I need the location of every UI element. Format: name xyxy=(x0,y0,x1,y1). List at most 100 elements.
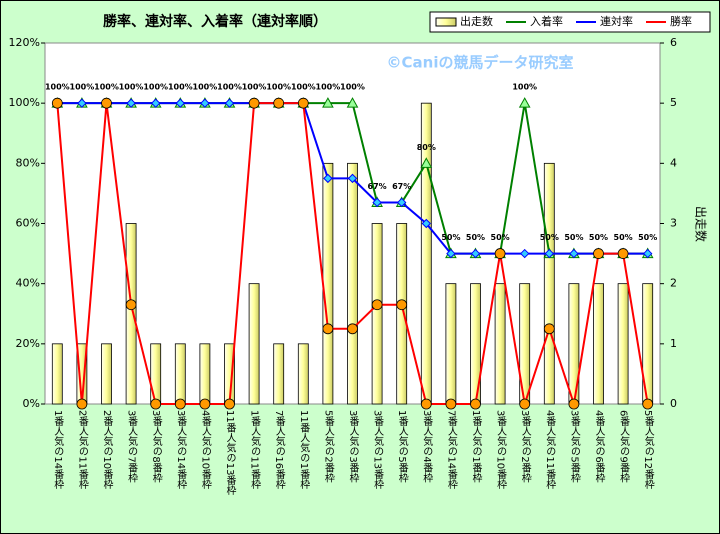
bar xyxy=(445,283,457,405)
legend-box xyxy=(429,11,711,33)
point xyxy=(76,398,88,410)
point xyxy=(421,218,432,229)
x-tick-label: 3番人気の10番枠 xyxy=(495,410,507,490)
bar xyxy=(174,343,186,405)
y-tick-label: 80% xyxy=(16,156,40,169)
x-tick-label: 3番人気の14番枠 xyxy=(175,410,187,490)
y-tick-label: 120% xyxy=(9,36,40,49)
point xyxy=(518,97,531,108)
legend-label: 出走数 xyxy=(460,14,493,28)
x-tick-label: 5番人気の2番枠 xyxy=(322,410,334,484)
point xyxy=(322,97,334,108)
bar xyxy=(248,283,260,405)
y2-tick-label: 6 xyxy=(670,36,677,49)
data-label: 67% xyxy=(368,182,387,191)
point xyxy=(519,248,530,259)
bar xyxy=(396,223,408,405)
data-label: 50% xyxy=(589,233,608,242)
point xyxy=(396,197,407,208)
y2-tick-label: 1 xyxy=(670,337,677,350)
data-label: 100% xyxy=(291,83,316,92)
y-tick-label: 20% xyxy=(16,337,40,350)
bar xyxy=(322,162,334,405)
point xyxy=(77,98,87,108)
bar xyxy=(297,343,309,405)
point xyxy=(125,299,137,311)
bar xyxy=(125,223,137,405)
point xyxy=(174,398,186,410)
watermark: ©Caniの競馬データ研究室 xyxy=(387,54,574,72)
x-tick-label: 3番人気の7番枠 xyxy=(126,410,138,484)
bar xyxy=(51,343,63,405)
point xyxy=(642,248,653,259)
point xyxy=(470,398,481,410)
y-tick-label: 60% xyxy=(16,217,40,230)
x-tick-label: 3番人気の2番枠 xyxy=(519,410,531,484)
point xyxy=(642,398,654,410)
data-label: 50% xyxy=(466,233,485,242)
point xyxy=(544,248,555,259)
y2-tick-label: 3 xyxy=(670,217,677,230)
data-label: 100% xyxy=(340,83,365,92)
y2-tick-label: 4 xyxy=(670,156,677,169)
data-label: 50% xyxy=(614,233,633,242)
bar xyxy=(543,162,555,405)
point xyxy=(494,248,506,259)
point xyxy=(347,323,358,335)
point xyxy=(51,97,63,109)
point xyxy=(519,398,531,410)
point xyxy=(273,97,285,109)
data-label: 100% xyxy=(217,83,242,92)
y-tick-label: 40% xyxy=(16,277,40,290)
data-label: 100% xyxy=(70,83,95,92)
data-label: 100% xyxy=(168,83,193,92)
x-tick-label: 1番人気の1番枠 xyxy=(470,410,482,484)
y-tick-label: 0% xyxy=(23,397,40,410)
x-tick-label: 1番人気の11番枠 xyxy=(249,410,261,490)
y-tick-label: 100% xyxy=(9,96,40,109)
data-label: 80% xyxy=(417,143,436,152)
point xyxy=(543,323,555,335)
bar xyxy=(494,283,506,405)
point xyxy=(593,248,604,259)
x-tick-label: 3番人気の4番枠 xyxy=(421,410,433,484)
data-label: 100% xyxy=(266,83,291,92)
data-label: 50% xyxy=(491,233,510,242)
data-label: 67% xyxy=(392,182,411,191)
point xyxy=(150,98,161,108)
x-tick-label: 6番人気の9番枠 xyxy=(618,410,630,484)
data-label: 50% xyxy=(540,233,559,242)
x-tick-label: 3番人気の8番枠 xyxy=(150,410,162,484)
x-tick-label: 3番人気の5番枠 xyxy=(568,410,580,484)
point xyxy=(371,299,383,311)
bar xyxy=(150,343,162,405)
data-label: 50% xyxy=(564,233,583,242)
point xyxy=(446,248,456,259)
data-label: 100% xyxy=(143,83,168,92)
point xyxy=(396,299,408,311)
bar xyxy=(199,343,211,405)
point xyxy=(445,398,457,410)
x-tick-label: 3番人気の13番枠 xyxy=(372,410,384,490)
x-tick-label: 4番人気の10番枠 xyxy=(199,410,211,490)
x-tick-label: 1番人気の14番枠 xyxy=(52,410,64,490)
bar xyxy=(371,223,383,405)
bar xyxy=(101,343,112,405)
legend-label: 勝率 xyxy=(670,14,692,28)
point xyxy=(470,248,481,259)
point xyxy=(199,398,211,410)
point xyxy=(346,97,359,108)
x-tick-label: 2番人気の11番枠 xyxy=(76,410,88,490)
x-tick-label: 2番人気の10番枠 xyxy=(101,410,113,490)
data-label: 100% xyxy=(94,83,119,92)
point xyxy=(248,97,260,109)
point xyxy=(372,197,382,208)
data-label: 100% xyxy=(316,83,341,92)
y2-axis-label: 出走数 xyxy=(694,206,709,242)
chart-title: 勝率、連対率、入着率（連対率順） xyxy=(103,13,327,30)
x-tick-label: 3番人気の3番枠 xyxy=(347,410,359,484)
point xyxy=(420,157,433,168)
x-tick-label: 4番人気の6番枠 xyxy=(593,410,605,484)
point xyxy=(126,98,136,108)
